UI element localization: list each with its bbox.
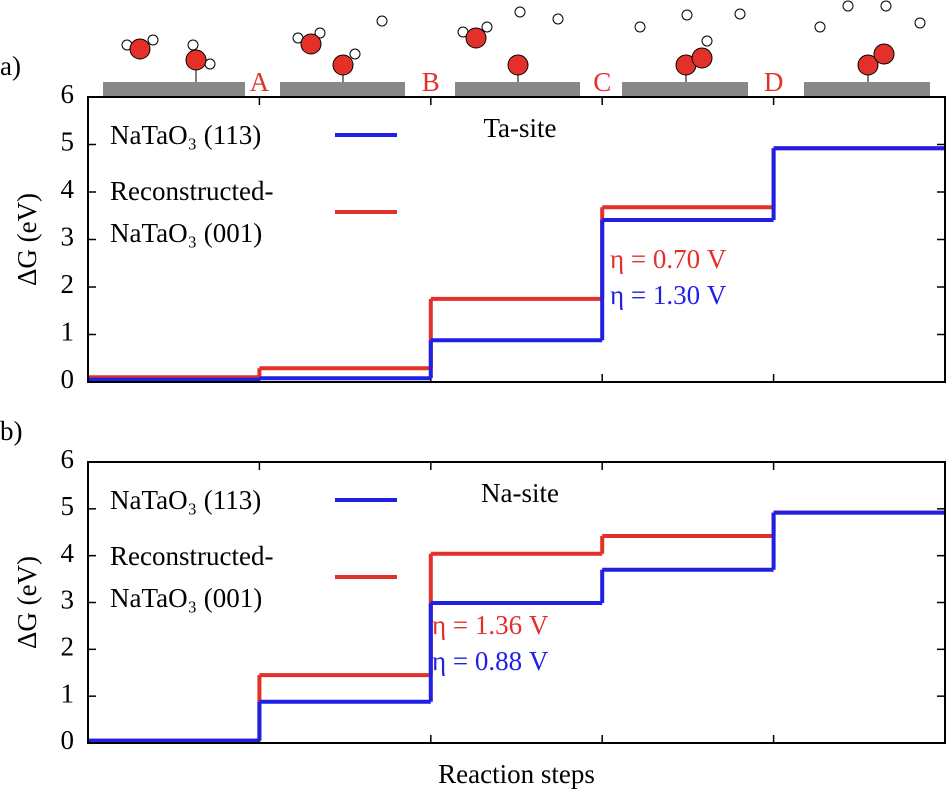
y-tick-label: 4 — [61, 174, 75, 204]
annotation: η = 1.36 V — [432, 610, 549, 640]
annotation: η = 0.88 V — [432, 646, 549, 676]
y-tick-label: 1 — [61, 678, 75, 708]
step-label: D — [764, 67, 784, 97]
legend-label: NaTaO₃ (113) — [110, 485, 262, 515]
step-label: B — [422, 67, 440, 97]
step-label: C — [593, 67, 611, 97]
y-tick-label: 1 — [61, 317, 75, 347]
y-tick-label: 5 — [61, 491, 75, 521]
plot-frame — [87, 461, 946, 744]
annotation: η = 1.30 V — [610, 280, 727, 310]
y-tick-label: 3 — [61, 222, 75, 252]
y-tick-label: 6 — [61, 79, 75, 109]
y-tick-label: 6 — [61, 444, 75, 474]
y-tick-label: 0 — [61, 364, 75, 394]
legend-title: Na-site — [481, 478, 559, 508]
legend-title: Ta-site — [483, 113, 556, 143]
y-tick-label: 4 — [61, 538, 75, 568]
legend-label: Reconstructed-NaTaO₃ (001) — [110, 176, 274, 248]
y-axis-label: ΔG (eV) — [12, 193, 42, 286]
y-tick-label: 0 — [61, 725, 75, 755]
panel-label: b) — [0, 416, 23, 446]
legend-label: Reconstructed-NaTaO₃ (001) — [110, 541, 274, 613]
legend-label: NaTaO₃ (113) — [110, 120, 262, 150]
panel-label: a) — [0, 51, 21, 81]
step-label: A — [250, 67, 270, 97]
y-tick-label: 2 — [61, 632, 75, 662]
y-tick-label: 5 — [61, 127, 75, 157]
y-tick-label: 2 — [61, 269, 75, 299]
x-axis-label: Reaction steps — [438, 759, 595, 789]
y-axis-label: ΔG (eV) — [12, 556, 42, 649]
plot-frame — [87, 96, 946, 383]
y-tick-label: 3 — [61, 585, 75, 615]
annotation: η = 0.70 V — [610, 244, 727, 274]
illustration — [103, 0, 930, 97]
